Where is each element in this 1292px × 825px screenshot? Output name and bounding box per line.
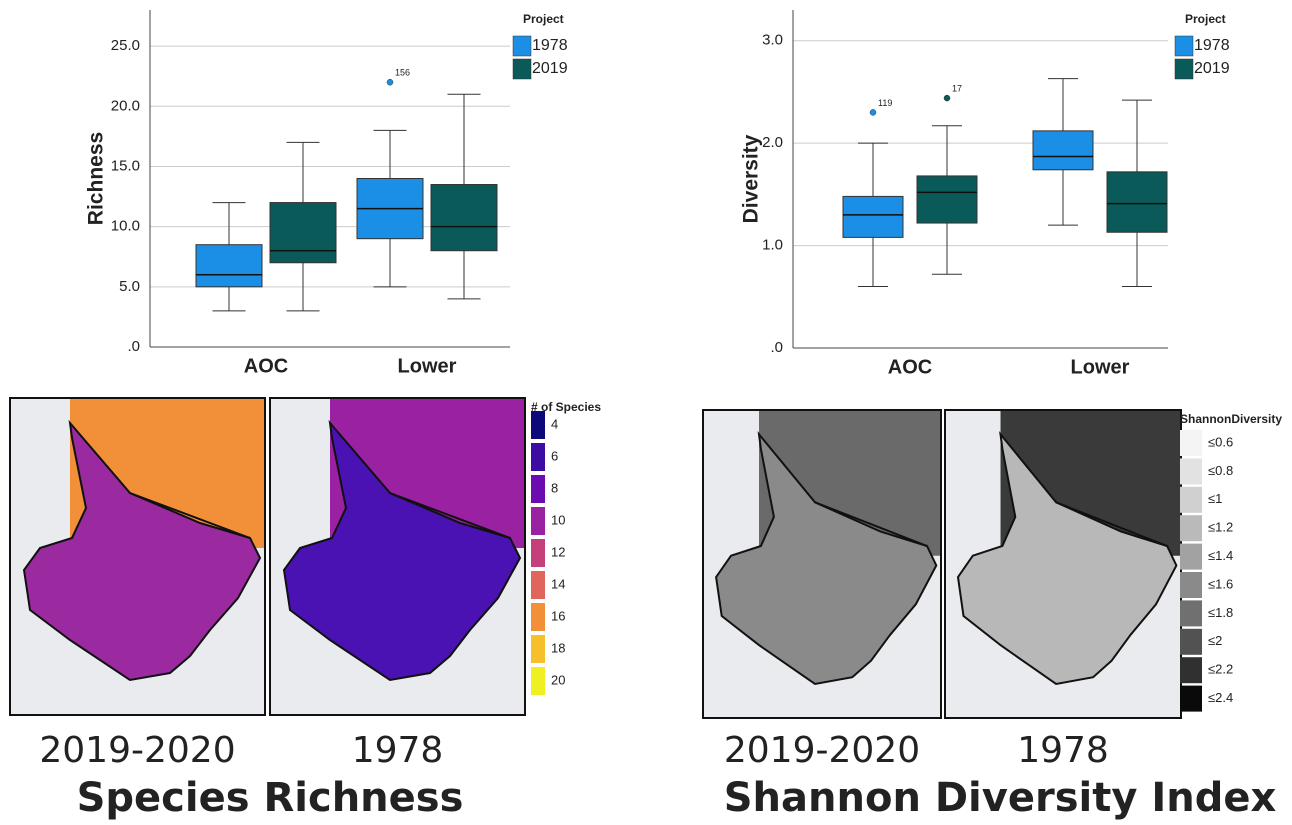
legend-swatch — [1174, 35, 1194, 57]
map-boundary — [129, 492, 251, 539]
y-tick-label: 20.0 — [111, 97, 140, 114]
panel-label: 2019-2020 — [724, 730, 920, 771]
y-tick-label: .0 — [770, 339, 783, 356]
outlier — [386, 78, 394, 86]
map-frame — [702, 409, 942, 719]
map-frame — [9, 397, 266, 716]
x-tick-label: AOC — [888, 356, 932, 378]
map-legend-label: 4 — [551, 416, 558, 431]
box — [269, 202, 337, 264]
map-legend-swatch — [531, 539, 545, 567]
map-legend-swatch — [531, 603, 545, 631]
y-axis-label: Richness — [85, 132, 108, 225]
box — [916, 175, 978, 224]
map-boundary — [389, 492, 511, 539]
map-legend-swatch — [1180, 628, 1202, 655]
map-legend-label: ≤0.8 — [1208, 463, 1233, 478]
map-caption: Species Richness — [77, 775, 464, 821]
box — [430, 184, 498, 252]
y-tick-label: 1.0 — [762, 237, 783, 254]
legend-label: 1978 — [532, 37, 568, 54]
outlier — [943, 94, 951, 102]
map-legend-label: ≤2.4 — [1208, 690, 1233, 705]
map-legend-label: ≤0.6 — [1208, 434, 1233, 449]
y-tick-label: 5.0 — [119, 278, 140, 295]
y-tick-label: 25.0 — [111, 37, 140, 54]
map-legend-label: ≤1 — [1208, 491, 1222, 506]
box — [1106, 171, 1168, 233]
map-legend-swatch — [1180, 572, 1202, 598]
outlier — [869, 109, 877, 116]
x-tick-label: Lower — [398, 355, 457, 377]
outlier-label: 156 — [395, 68, 410, 78]
legend-label: 1978 — [1194, 37, 1230, 54]
legend-title: Project — [1185, 12, 1226, 26]
box — [842, 195, 904, 238]
map-legend-label: ≤2 — [1208, 633, 1222, 648]
map-legend-swatch — [1180, 430, 1202, 456]
y-tick-label: 10.0 — [111, 218, 140, 235]
map-legend-swatch — [531, 443, 545, 471]
map-legend-label: ≤1.8 — [1208, 605, 1233, 620]
outlier-label: 119 — [878, 98, 892, 108]
map-legend-swatch — [531, 475, 545, 503]
x-tick-label: Lower — [1071, 356, 1130, 378]
panel-label: 1978 — [1017, 730, 1109, 771]
map-caption: Shannon Diversity Index — [724, 775, 1277, 821]
y-tick-label: 15.0 — [111, 157, 140, 174]
map-legend-label: 16 — [551, 608, 565, 623]
map-legend-swatch — [1180, 543, 1202, 570]
map-legend-swatch — [1180, 685, 1202, 712]
y-tick-label: 2.0 — [762, 134, 783, 151]
map-legend-title: # of Species — [531, 400, 601, 414]
x-tick-label: AOC — [244, 355, 288, 377]
map-legend-swatch — [1180, 515, 1202, 542]
map-legend-swatch — [531, 635, 545, 663]
map-legend-swatch — [1180, 600, 1202, 627]
map-legend-label: 14 — [551, 576, 565, 591]
panel-label: 1978 — [352, 730, 444, 771]
map-legend-label: 20 — [551, 672, 565, 687]
map-legend-swatch — [1180, 657, 1202, 684]
map-frame — [269, 397, 526, 716]
map-legend-label: 18 — [551, 640, 565, 655]
map-legend-label: ≤1.6 — [1208, 576, 1233, 591]
legend-label: 2019 — [1194, 60, 1230, 77]
map-legend-label: ≤2.2 — [1208, 662, 1233, 677]
legend-swatch — [1174, 58, 1194, 80]
map-legend-label: 10 — [551, 512, 565, 527]
map-legend-label: 12 — [551, 544, 565, 559]
legend-swatch — [512, 58, 532, 80]
y-axis-label: Diversity — [740, 134, 763, 223]
legend-swatch — [512, 35, 532, 57]
map-boundary — [814, 501, 928, 547]
map-legend-swatch — [531, 411, 545, 439]
map-legend-swatch — [1180, 458, 1202, 485]
map-legend-label: ≤1.4 — [1208, 548, 1233, 563]
box — [1032, 130, 1094, 171]
y-tick-label: 3.0 — [762, 32, 783, 49]
map-boundary — [1055, 501, 1168, 547]
map-legend-label: 6 — [551, 448, 558, 463]
map-legend-label: ≤1.2 — [1208, 520, 1233, 535]
outlier-label: 17 — [952, 83, 962, 93]
map-legend-title: ShannonDiversity — [1180, 412, 1282, 426]
map-legend-swatch — [531, 507, 545, 535]
map-legend-swatch — [531, 571, 545, 599]
box — [195, 244, 263, 288]
map-legend-swatch — [1180, 486, 1202, 513]
legend-label: 2019 — [532, 60, 568, 77]
map-legend-swatch — [531, 667, 545, 695]
map-legend-label: 8 — [551, 480, 558, 495]
panel-label: 2019-2020 — [39, 730, 235, 771]
y-tick-label: .0 — [127, 338, 140, 355]
legend-title: Project — [523, 12, 564, 26]
